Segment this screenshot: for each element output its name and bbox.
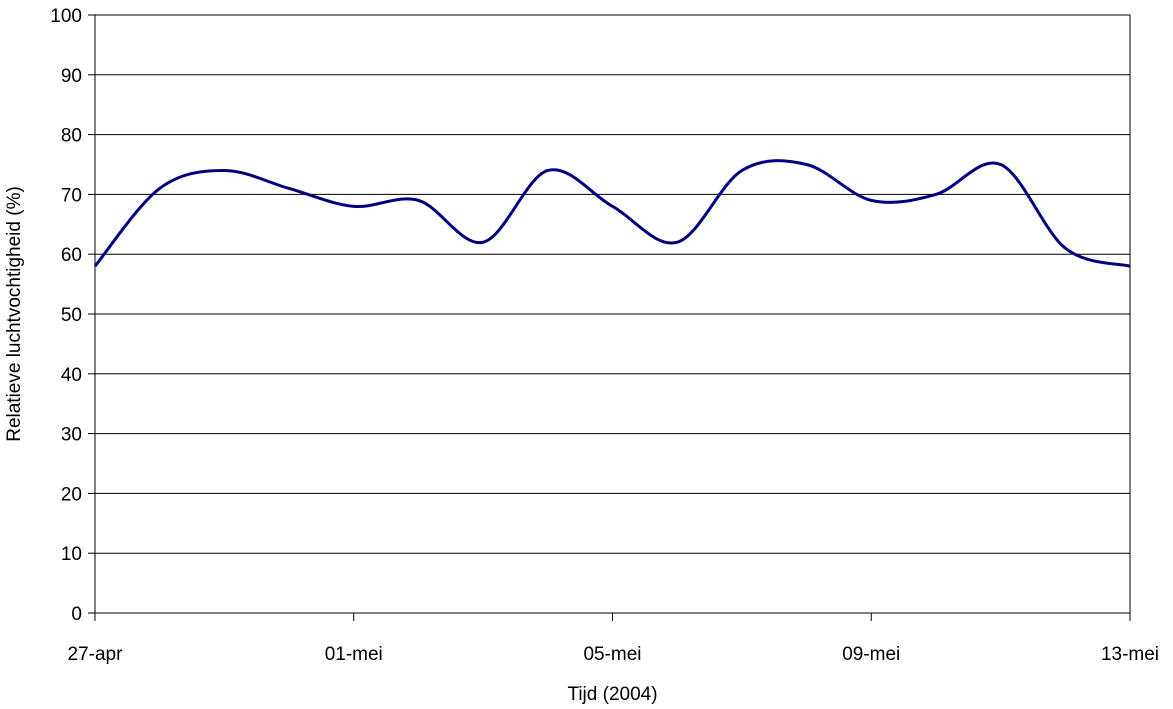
y-tick-label-80: 80 (61, 126, 82, 147)
y-tick-label-0: 0 (71, 604, 82, 625)
y-tick-label-30: 30 (61, 425, 82, 446)
x-axis-title: Tijd (2004) (567, 684, 657, 705)
axes: 0 10 20 30 40 50 60 70 80 90 100 27-apr 01-mei 05-mei… (50, 6, 1159, 665)
y-tick-label-100: 100 (50, 6, 82, 27)
series-line-humidity (93, 159, 1131, 268)
y-tick-label-70: 70 (61, 185, 82, 206)
y-tick-label-40: 40 (61, 365, 82, 386)
gridlines (95, 74, 1130, 554)
y-tick-label-90: 90 (61, 66, 82, 87)
y-axis-title: Relatieve luchtvochtigheid (%) (4, 186, 25, 442)
x-tick-label-13-mei: 13-mei (1101, 644, 1159, 665)
x-tick-label-27-apr: 27-apr (68, 644, 124, 665)
x-tick-label-01-mei: 01-mei (325, 644, 383, 665)
x-tick-label-09-mei: 09-mei (842, 644, 900, 665)
y-tick-label-60: 60 (61, 245, 82, 266)
y-tick-label-10: 10 (61, 544, 82, 565)
x-tick-label-05-mei: 05-mei (583, 644, 641, 665)
y-tick-label-20: 20 (61, 484, 82, 505)
y-tick-label-50: 50 (61, 305, 82, 326)
